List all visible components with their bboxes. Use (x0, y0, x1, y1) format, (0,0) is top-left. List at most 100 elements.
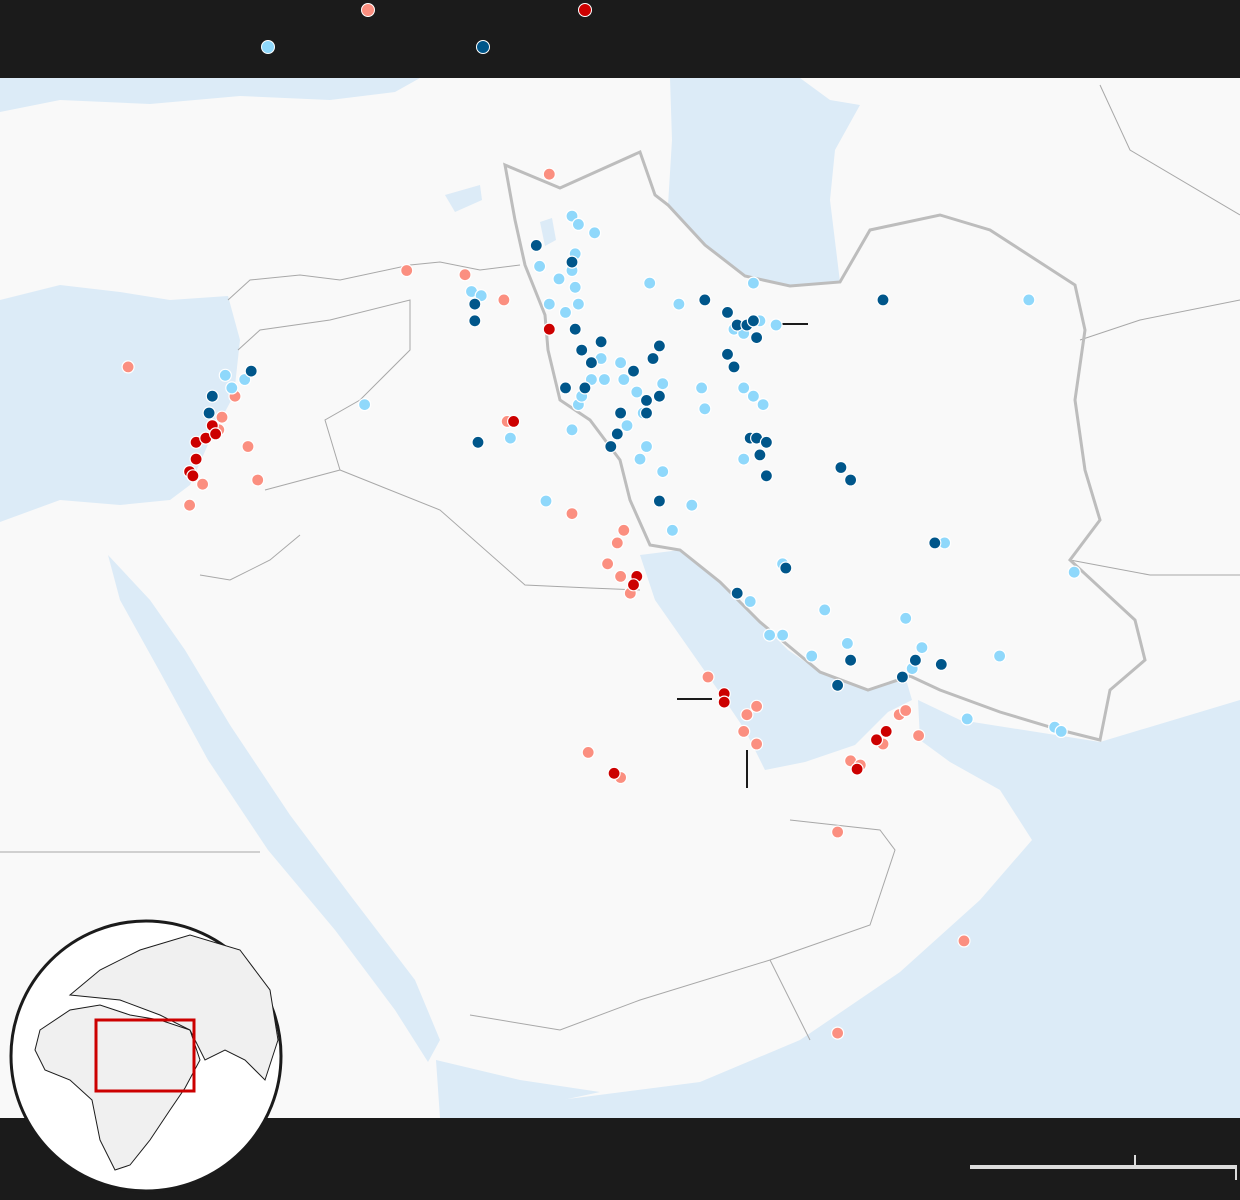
map-point-dark-blue (594, 335, 608, 349)
map-point-light-red (749, 699, 764, 713)
water-bodies (0, 78, 1240, 1118)
lake-van (445, 185, 482, 212)
map-point-light-blue (840, 636, 855, 651)
map-point-dark-blue (720, 305, 735, 319)
country-borders (0, 84, 1240, 1041)
map-point-dark-blue (843, 653, 858, 667)
map-point-red (186, 469, 200, 483)
map-point-dark-blue (205, 389, 219, 403)
map-point-dark-blue (749, 331, 764, 345)
map-point-red (506, 414, 521, 428)
globe-land (34, 1004, 201, 1171)
map-point-light-blue (358, 398, 372, 412)
map-point-light-blue (587, 226, 602, 240)
map-point-light-red (610, 536, 624, 550)
map-point-dark-blue (843, 473, 858, 487)
top-bar (0, 0, 1240, 78)
map-point-light-blue (1067, 565, 1081, 579)
map-point-dark-blue (468, 297, 482, 311)
map-point-light-blue (746, 276, 761, 290)
map-point-light-blue (542, 297, 556, 311)
map-point-light-blue (769, 318, 783, 332)
map-point-light-red (542, 167, 556, 181)
leader-lines (677, 323, 808, 788)
map-point-light-blue (630, 385, 644, 399)
map-point-dark-blue (646, 351, 660, 366)
map-point-dark-blue (471, 435, 485, 449)
map-point-light-blue (558, 305, 573, 319)
map-point-dark-blue (575, 343, 589, 357)
map-point-dark-blue (759, 469, 774, 483)
map-point-light-red (196, 477, 210, 491)
map-point-dark-blue (468, 314, 482, 328)
map-point-dark-blue (834, 460, 848, 475)
map-point-light-blue (1022, 293, 1036, 307)
map-point-light-blue (818, 603, 832, 617)
map-point-light-blue (532, 259, 547, 273)
map-point-light-blue (620, 419, 634, 433)
map-point-dark-blue (730, 586, 744, 600)
map-point-red (626, 578, 641, 592)
map-point-red (542, 322, 556, 336)
map-point-light-red (565, 506, 579, 521)
map-point-light-blue (656, 377, 670, 391)
map-point-light-red (251, 473, 265, 487)
map-point-dark-blue (244, 364, 258, 378)
map-point-dark-blue (876, 293, 890, 307)
map-point-dark-blue (934, 657, 948, 672)
black-sea (0, 78, 420, 112)
map-point-light-blue (805, 649, 819, 663)
map-point-red (869, 733, 884, 747)
map-point-dark-blue (613, 406, 628, 420)
map-point-light-red (899, 703, 913, 718)
red-sea (108, 555, 440, 1062)
map-point-dark-blue (779, 561, 793, 575)
map-point-light-red (737, 724, 751, 739)
map-point-light-blue (218, 368, 232, 382)
map-point-light-blue (503, 431, 517, 445)
map-point-light-blue (1054, 724, 1068, 739)
map-point-light-blue (746, 389, 761, 403)
map-point-light-blue (672, 297, 686, 311)
map-point-light-blue (737, 381, 751, 395)
map-point-dark-blue (652, 389, 667, 403)
map-point-light-red (617, 523, 631, 537)
map-point-light-blue (762, 628, 777, 642)
legend-swatch-light-red (361, 3, 375, 17)
map-point-light-blue (568, 280, 582, 294)
map-point-light-blue (698, 402, 712, 416)
map-point-dark-blue (639, 393, 654, 407)
map-point-red (189, 452, 203, 466)
locator-globe (9, 919, 283, 1193)
map-point-light-red (497, 293, 511, 307)
map-point-light-red (581, 745, 595, 760)
inset-frame (94, 1018, 196, 1093)
map-point-dark-blue (698, 293, 712, 307)
map-point-light-blue (571, 297, 586, 311)
map-point-light-red (740, 708, 754, 722)
map-point-dark-blue (639, 406, 654, 420)
map-point-light-blue (225, 381, 239, 395)
map-point-dark-blue (202, 406, 216, 420)
map-point-dark-blue (753, 448, 767, 462)
map-point-red (879, 724, 893, 739)
map-point-dark-blue (928, 536, 942, 550)
map-point-light-blue (571, 217, 586, 231)
map-point-light-blue (737, 452, 751, 466)
map-point-dark-blue (652, 494, 667, 508)
map-point-dark-blue (529, 238, 543, 252)
map-point-light-red (121, 360, 135, 374)
caspian-sea (668, 78, 860, 286)
map-point-red (850, 762, 864, 776)
map-point-light-blue (639, 439, 654, 454)
legend-swatch-red (578, 3, 592, 17)
mediterranean-sea (0, 285, 240, 522)
map-point-light-red (215, 410, 229, 424)
map-point-dark-blue (895, 670, 910, 684)
map-point-dark-blue (558, 381, 573, 395)
map-point-light-red (400, 263, 414, 278)
iran-border (503, 149, 1147, 742)
map-point-dark-blue (568, 322, 582, 336)
map-point-light-red (600, 557, 615, 571)
